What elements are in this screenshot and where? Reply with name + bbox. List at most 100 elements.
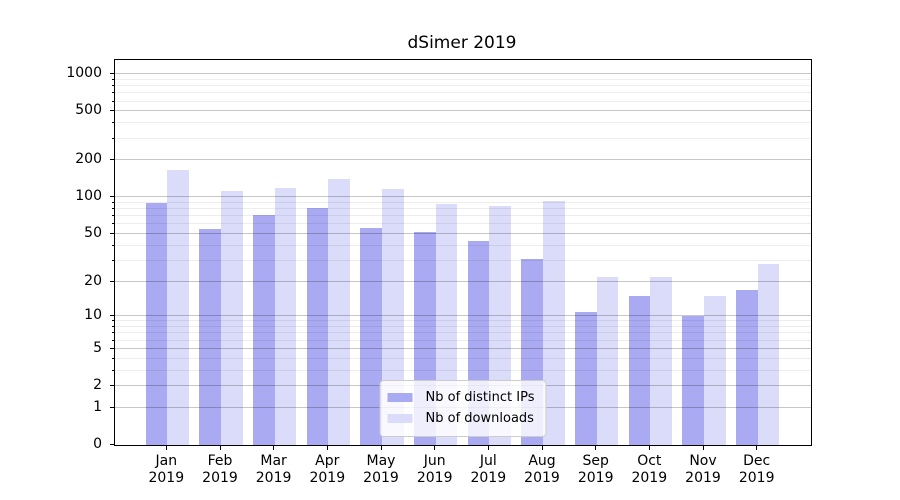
xtick-label-aug: Aug 2019 [524, 453, 560, 486]
bar-distinct-ips-may [360, 227, 382, 445]
ytick-mark-2 [110, 385, 114, 386]
ytick-label-1: 1 [93, 398, 102, 415]
ytick-mark-100 [110, 196, 114, 198]
xtick-mark-sep [595, 446, 597, 450]
ytick-mark-5 [110, 347, 114, 349]
ytick-minor-mark-4 [112, 357, 114, 359]
ytick-minor-mark-9 [112, 320, 114, 322]
gridline-minor-4 [115, 357, 811, 359]
gridline-major-5 [115, 347, 811, 349]
ytick-label-10: 10 [84, 307, 102, 324]
ytick-label-0: 0 [93, 436, 102, 452]
xtick-label-oct: Oct 2019 [631, 453, 668, 486]
bar-distinct-ips-dec [735, 289, 758, 445]
bar-downloads-sep [596, 276, 619, 445]
ytick-minor-mark-40 [112, 244, 114, 246]
xtick-label-dec: Dec 2019 [738, 453, 775, 486]
ytick-minor-mark-80 [112, 208, 114, 210]
gridline-minor-90 [115, 201, 811, 203]
ytick-minor-mark-6 [112, 339, 114, 341]
ytick-label-50: 50 [84, 224, 102, 241]
ytick-mark-50 [110, 232, 114, 234]
ytick-minor-mark-800 [112, 85, 114, 86]
ytick-mark-1000 [110, 73, 114, 75]
xtick-mark-mar [273, 446, 275, 450]
gridline-minor-6 [115, 339, 811, 341]
xtick-mark-jul [487, 446, 489, 450]
xtick-mark-may [380, 446, 382, 450]
ytick-mark-20 [110, 280, 114, 282]
bar-downloads-mar [274, 188, 297, 445]
legend-item-distinct-ips: Nb of distinct IPs [387, 387, 535, 408]
xtick-label-jun: Jun 2019 [416, 453, 453, 486]
gridline-minor-3 [115, 369, 811, 371]
bar-distinct-ips-oct [628, 296, 651, 445]
gridline-minor-7 [115, 332, 811, 334]
ytick-label-500: 500 [75, 102, 102, 119]
ytick-mark-200 [110, 159, 114, 161]
bar-downloads-dec [757, 264, 780, 445]
legend-label-distinct-ips: Nb of distinct IPs [425, 390, 535, 405]
legend-item-downloads: Nb of downloads [387, 408, 535, 429]
gridline-major-100 [115, 196, 811, 198]
ytick-minor-mark-3 [112, 369, 114, 371]
gridline-minor-9 [115, 320, 811, 322]
gridline-minor-8 [115, 326, 811, 327]
grid-layer [115, 60, 811, 445]
gridline-major-500 [115, 110, 811, 112]
legend-swatch-distinct-ips [387, 393, 413, 402]
bar-distinct-ips-jan [145, 203, 168, 445]
gridline-minor-30 [115, 259, 811, 261]
xtick-mark-aug [541, 446, 543, 450]
xtick-label-mar: Mar 2019 [255, 453, 292, 486]
gridline-minor-900 [115, 78, 811, 80]
ytick-mark-1 [110, 406, 114, 408]
xtick-label-nov: Nov 2019 [685, 453, 721, 486]
ytick-minor-mark-700 [112, 92, 114, 94]
gridline-major-200 [115, 159, 811, 161]
xtick-mark-jun [434, 446, 436, 450]
gridline-minor-300 [115, 137, 811, 139]
xtick-label-jan: Jan 2019 [148, 453, 185, 486]
bar-distinct-ips-sep [574, 311, 597, 445]
bar-downloads-apr [328, 179, 350, 445]
gridline-minor-700 [115, 92, 811, 94]
bar-distinct-ips-nov [682, 316, 704, 445]
ytick-label-20: 20 [84, 272, 102, 289]
gridline-minor-70 [115, 215, 811, 217]
xtick-label-apr: Apr 2019 [309, 453, 346, 486]
bar-downloads-nov [704, 296, 726, 445]
xtick-label-feb: Feb 2019 [202, 453, 238, 486]
gridline-major-20 [115, 280, 811, 282]
ytick-minor-mark-8 [112, 326, 114, 327]
ytick-label-2: 2 [93, 377, 102, 393]
plot-area: Nb of distinct IPs Nb of downloads [114, 59, 812, 446]
ytick-minor-mark-30 [112, 259, 114, 261]
legend: Nb of distinct IPs Nb of downloads [379, 380, 547, 437]
xtick-mark-oct [648, 446, 650, 450]
ytick-label-100: 100 [75, 188, 102, 205]
xtick-mark-apr [326, 446, 328, 450]
ytick-minor-mark-600 [112, 100, 114, 102]
bar-downloads-jan [167, 170, 189, 445]
gridline-minor-80 [115, 208, 811, 210]
xtick-label-sep: Sep 2019 [577, 453, 614, 486]
chart-title: dSimer 2019 [407, 33, 517, 53]
gridline-minor-800 [115, 85, 811, 86]
gridline-minor-40 [115, 244, 811, 246]
bar-distinct-ips-feb [199, 228, 221, 445]
bar-distinct-ips-apr [306, 207, 329, 445]
ytick-mark-10 [110, 315, 114, 317]
gridline-major-10 [115, 315, 811, 317]
gridline-minor-600 [115, 100, 811, 102]
bar-distinct-ips-mar [252, 214, 275, 445]
gridline-minor-400 [115, 122, 811, 124]
legend-swatch-downloads [387, 414, 413, 423]
xtick-mark-feb [219, 446, 221, 450]
gridline-major-50 [115, 232, 811, 234]
xtick-mark-jan [165, 446, 167, 450]
gridline-major-1000 [115, 73, 811, 75]
xtick-mark-nov [702, 446, 704, 450]
ytick-minor-mark-300 [112, 137, 114, 139]
